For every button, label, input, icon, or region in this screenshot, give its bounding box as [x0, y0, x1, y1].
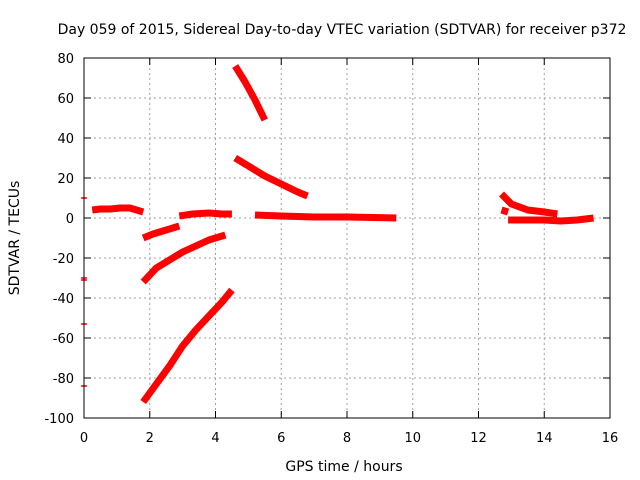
series-segment-8: [254, 211, 397, 222]
y-tick-labels: -100 -80 -60 -40 -20 0 20 40 60 80: [44, 52, 74, 427]
y-tick-label: 80: [57, 52, 74, 67]
tick-layer: [83, 57, 611, 419]
y-tick-label: 0: [66, 212, 74, 227]
grid-layer: [84, 58, 610, 418]
y-tick-label: 20: [57, 172, 74, 187]
chart-title: Day 059 of 2015, Sidereal Day-to-day VTE…: [58, 22, 627, 38]
series-segment-3: [140, 231, 227, 285]
series-segment-2: [141, 222, 181, 242]
y-tick-label: -80: [53, 372, 74, 387]
series-segment-9: [499, 191, 558, 218]
y-tick-label: 60: [57, 92, 74, 107]
x-tick-label: 2: [146, 431, 154, 446]
x-tick-label: 0: [80, 431, 88, 446]
x-tick-label: 8: [343, 431, 351, 446]
x-tick-label: 10: [404, 431, 421, 446]
y-tick-label: -20: [53, 252, 74, 267]
x-tick-labels: 0 2 4 6 8 10 12 14 16: [80, 431, 618, 446]
series-segment-7: [233, 155, 309, 200]
x-tick-label: 4: [211, 431, 219, 446]
y-tick-label: -100: [44, 412, 74, 427]
y-tick-label: -40: [53, 292, 74, 307]
series-segment-10: [500, 206, 510, 216]
y-axis-label: SDTVAR / TECUs: [7, 181, 23, 296]
series-segment-6: [232, 64, 268, 122]
x-tick-label: 16: [602, 431, 619, 446]
x-tick-label: 6: [277, 431, 285, 446]
y-tick-label: 40: [57, 132, 74, 147]
y-tick-label: -60: [53, 332, 74, 347]
series-segment-4: [140, 287, 235, 405]
series-segment-1: [91, 204, 145, 216]
x-tick-label: 14: [536, 431, 553, 446]
series-segment-5: [178, 209, 232, 220]
series-segment-11: [508, 214, 595, 225]
x-tick-label: 12: [470, 431, 487, 446]
series-layer: [91, 64, 595, 405]
x-axis-label: GPS time / hours: [285, 459, 402, 475]
